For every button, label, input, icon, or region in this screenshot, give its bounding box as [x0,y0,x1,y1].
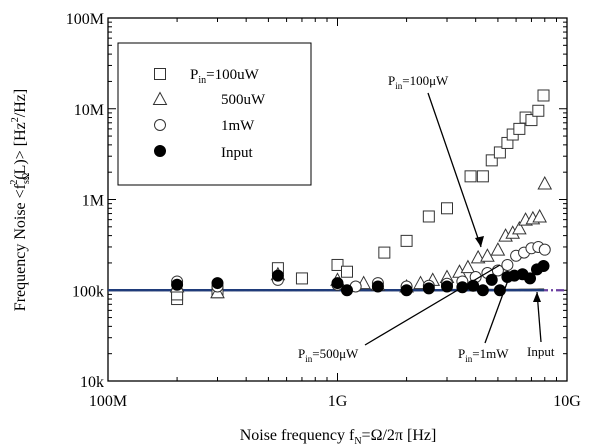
annotation-input: Input [527,344,555,359]
y-axis-title: Frequency Noise <fsΩ2(L)> [Hz2/Hz] [9,89,32,311]
legend-marker-100uW [154,68,166,80]
y-tick-label: 100M [66,11,104,28]
legend-marker-500uW [152,91,168,105]
annotation-input-arrowhead [533,292,541,302]
point-input [340,284,353,297]
x-tick-label: 1G [328,393,348,410]
y-tick-label: 10k [80,374,104,391]
legend-label-500uW: 500uW [221,92,266,108]
legend-marker-input [154,145,166,157]
legend-label-1mW: 1mW [221,118,255,134]
y-tick-label: 1M [82,193,104,210]
x-axis-title: Noise frequency fN=Ω/2π [Hz] [240,427,437,447]
point-500uW [460,259,476,274]
annotation-100uW: Pin=100μW [388,73,449,91]
data-points [169,89,553,306]
y-tick-label: 10M [74,102,104,119]
legend: Pin=100uW 500uW 1mW Input [117,42,312,186]
legend-markers [152,68,168,157]
point-input [171,278,184,291]
point-input [440,280,453,293]
legend-marker-1mW [154,119,166,131]
legend-label-100uW: Pin=100uW [190,67,260,86]
point-input [476,284,489,297]
point-input [331,277,344,290]
point-500uW [512,220,527,235]
annotation-100uW-arrowhead [475,236,484,247]
point-1mW [501,258,514,271]
point-100uW [295,272,308,285]
point-500uW [532,208,547,223]
point-100uW [476,170,489,183]
legend-box [117,42,312,186]
point-100uW [537,89,550,102]
x-tick-label: 10G [553,393,581,410]
point-100uW [513,122,526,135]
point-100uW [340,265,353,278]
point-100uW [331,258,344,271]
x-tick-label: 100M [89,393,127,410]
point-input [271,269,284,282]
axis-tick-labels: 100M 1G 10G 10k 100k 1M 10M 100M [66,11,581,410]
annotation-1mW-line [484,271,512,344]
point-input [371,280,384,293]
point-500uW [490,242,506,256]
point-input [211,277,224,290]
axis-ticks [107,18,567,382]
point-500uW [480,248,495,262]
point-100uW [378,246,391,259]
point-100uW [485,154,498,167]
point-100uW [422,210,435,223]
point-100uW [440,202,453,215]
point-100uW [532,104,545,117]
point-100uW [493,146,506,159]
point-input [422,282,435,295]
point-500uW [537,175,553,190]
point-100uW [525,114,538,127]
y-tick-label: 100k [72,283,104,300]
point-input [485,273,498,286]
legend-label-input: Input [221,145,253,161]
point-100uW [464,170,477,183]
point-input [524,272,537,285]
annotation-500uW: Pin=500μW [298,346,359,364]
point-input [537,260,550,273]
point-1mW [538,243,551,256]
point-input [400,284,413,297]
annotation-500uW-line [364,264,501,346]
annotation-100uW-arrow [427,92,482,248]
point-100uW [400,234,413,247]
annotations: Pin=100μW Pin=500μW Pin=1mW Input [298,73,555,364]
annotation-1mW: Pin=1mW [458,346,509,364]
